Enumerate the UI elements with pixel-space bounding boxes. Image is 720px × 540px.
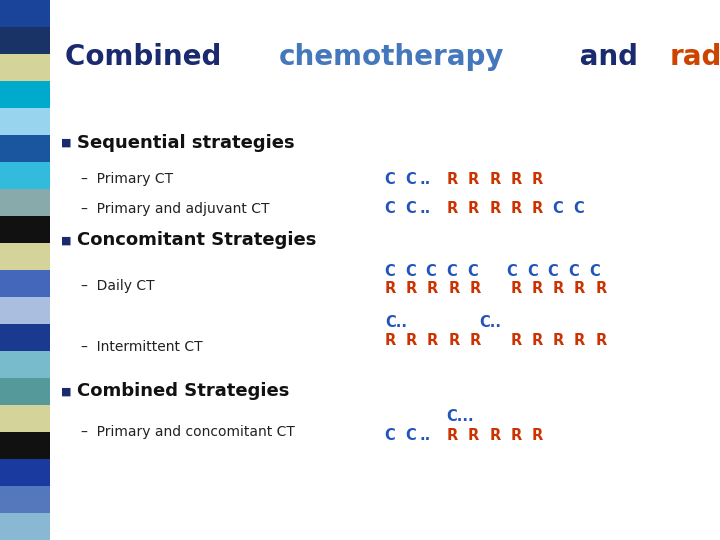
Text: R: R <box>449 333 465 348</box>
Text: ..: .. <box>420 201 431 217</box>
Text: C...: C... <box>446 409 474 424</box>
Bar <box>0 378 50 405</box>
Text: –  Primary and concomitant CT: – Primary and concomitant CT <box>81 425 295 439</box>
Text: R: R <box>447 201 464 217</box>
Text: ■: ■ <box>61 387 72 396</box>
Text: Combined Strategies: Combined Strategies <box>77 382 289 401</box>
Text: C: C <box>405 264 421 279</box>
Text: C: C <box>426 264 442 279</box>
Bar <box>0 81 50 108</box>
Text: R: R <box>510 333 527 348</box>
Text: C: C <box>405 172 416 187</box>
Text: ■: ■ <box>61 235 72 245</box>
Text: Concomitant Strategies: Concomitant Strategies <box>77 231 316 249</box>
Bar <box>0 135 50 162</box>
Text: R: R <box>510 281 527 296</box>
Bar <box>0 351 50 378</box>
Text: C: C <box>446 264 462 279</box>
Bar <box>0 432 50 459</box>
Text: R: R <box>510 201 527 217</box>
Text: –  Primary and adjuvant CT: – Primary and adjuvant CT <box>81 202 270 216</box>
Bar <box>0 324 50 351</box>
Text: R: R <box>532 172 543 187</box>
Text: C: C <box>405 428 416 443</box>
Text: R: R <box>406 281 423 296</box>
Bar <box>0 405 50 432</box>
Text: ..: .. <box>420 428 431 443</box>
Bar <box>0 243 50 270</box>
Text: C: C <box>528 264 544 279</box>
Text: R: R <box>469 201 485 217</box>
Text: chemotherapy: chemotherapy <box>279 43 505 71</box>
Bar <box>0 108 50 135</box>
Text: R: R <box>595 281 606 296</box>
Bar <box>0 459 50 486</box>
Text: R: R <box>532 281 548 296</box>
Text: C: C <box>573 201 584 217</box>
Text: Sequential strategies: Sequential strategies <box>77 134 294 152</box>
Text: R: R <box>490 201 506 217</box>
Text: R: R <box>490 428 506 443</box>
Text: C: C <box>467 264 478 279</box>
Text: R: R <box>469 428 485 443</box>
Text: R: R <box>553 281 570 296</box>
Text: R: R <box>490 172 506 187</box>
Text: C: C <box>569 264 585 279</box>
Text: R: R <box>385 281 402 296</box>
Text: –  Primary CT: – Primary CT <box>81 172 174 186</box>
Text: ■: ■ <box>61 138 72 148</box>
Text: and: and <box>570 43 647 71</box>
Text: R: R <box>532 333 548 348</box>
Text: R: R <box>469 172 485 187</box>
Text: C: C <box>385 201 401 217</box>
Text: –  Intermittent CT: – Intermittent CT <box>81 340 203 354</box>
Bar <box>0 162 50 189</box>
Text: R: R <box>510 172 527 187</box>
Text: C: C <box>590 264 600 279</box>
Text: C..: C.. <box>480 315 502 330</box>
Bar <box>0 513 50 540</box>
Text: C: C <box>385 264 401 279</box>
Text: R: R <box>532 428 543 443</box>
Text: R: R <box>406 333 423 348</box>
Text: R: R <box>532 201 548 217</box>
Text: R: R <box>469 281 481 296</box>
Text: R: R <box>385 333 402 348</box>
Text: R: R <box>574 281 590 296</box>
Bar <box>0 486 50 513</box>
Text: R: R <box>447 428 464 443</box>
Text: R: R <box>574 333 590 348</box>
Text: R: R <box>510 428 527 443</box>
Bar <box>0 0 50 27</box>
Text: C..: C.. <box>385 315 408 330</box>
Bar <box>0 189 50 216</box>
Text: radiation: radiation <box>670 43 720 71</box>
Bar <box>0 27 50 54</box>
Text: ..: .. <box>420 172 431 187</box>
Text: C: C <box>385 428 401 443</box>
Text: R: R <box>449 281 465 296</box>
Text: R: R <box>447 172 464 187</box>
Text: C: C <box>385 172 401 187</box>
Bar <box>0 216 50 243</box>
Text: C: C <box>549 264 564 279</box>
Text: C: C <box>508 264 523 279</box>
Bar <box>0 297 50 324</box>
Text: R: R <box>428 281 444 296</box>
Text: R: R <box>595 333 606 348</box>
Text: R: R <box>553 333 570 348</box>
Bar <box>0 54 50 81</box>
Text: R: R <box>428 333 444 348</box>
Text: R: R <box>469 333 481 348</box>
Text: C: C <box>405 201 416 217</box>
Bar <box>0 270 50 297</box>
Text: –  Daily CT: – Daily CT <box>81 279 155 293</box>
Text: Combined: Combined <box>65 43 231 71</box>
Text: C: C <box>553 201 569 217</box>
